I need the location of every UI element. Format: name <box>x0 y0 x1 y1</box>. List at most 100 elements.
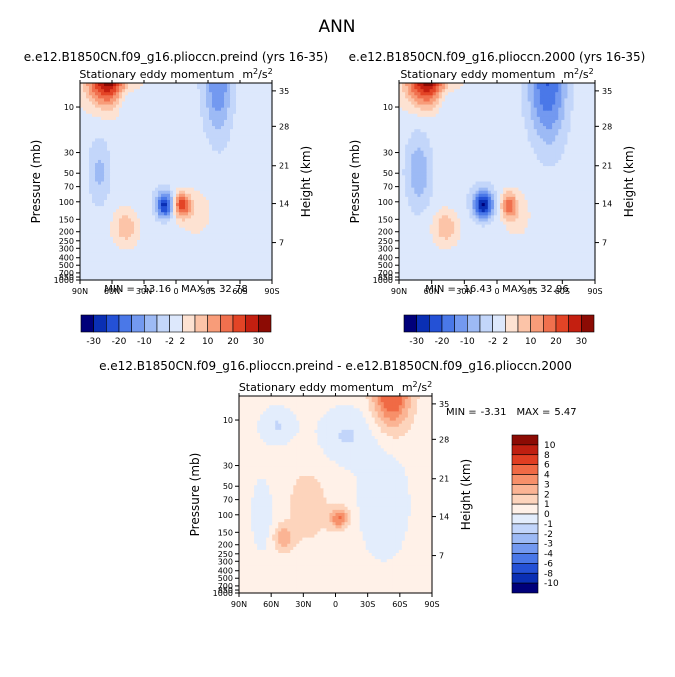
contour-cell <box>221 215 225 220</box>
contour-cell <box>203 224 207 229</box>
contour-cell <box>101 156 105 161</box>
contour-cell <box>248 230 252 235</box>
contour-cell <box>134 227 138 232</box>
contour-cell <box>98 203 102 207</box>
contour-cell <box>164 132 168 136</box>
contour-cell <box>155 86 159 90</box>
contour-cell <box>119 132 123 136</box>
contour-cell <box>251 227 255 232</box>
contour-cell <box>194 89 198 93</box>
contour-cell <box>230 230 234 235</box>
contour-cell <box>149 212 153 216</box>
contour-cell <box>251 203 255 207</box>
contour-cell <box>239 239 243 244</box>
contour-cell <box>86 110 90 115</box>
contour-cell <box>245 107 249 112</box>
contour-cell <box>215 86 219 90</box>
contour-cell <box>128 135 132 140</box>
contour-cell <box>260 126 264 130</box>
contour-cell <box>236 227 240 232</box>
contour-cell <box>83 159 87 164</box>
contour-cell <box>239 218 243 223</box>
contour-cell <box>143 159 147 164</box>
contour-cell <box>155 212 159 216</box>
contour-cell <box>266 132 270 136</box>
contour-cell <box>200 169 204 173</box>
contour-cell <box>137 184 141 189</box>
contour-cell <box>239 113 243 118</box>
contour-cell <box>236 113 240 118</box>
contour-cell <box>260 98 264 103</box>
contour-cell <box>137 203 141 207</box>
contour-cell <box>251 126 255 130</box>
contour-cell <box>104 203 108 207</box>
contour-cell <box>227 135 231 140</box>
contour-cell <box>155 227 159 232</box>
contour-cell <box>101 239 105 244</box>
contour-cell <box>191 159 195 164</box>
contour-cell <box>101 138 105 143</box>
contour-cell <box>185 175 189 180</box>
contour-cell <box>257 92 261 96</box>
contour-cell <box>260 144 264 149</box>
contour-cell <box>107 233 111 238</box>
contour-cell <box>104 101 108 106</box>
contour-cell <box>245 129 249 133</box>
contour-cell <box>173 184 177 189</box>
contour-cell <box>227 184 231 189</box>
contour-cell <box>119 196 123 201</box>
contour-cell <box>83 110 87 115</box>
contour-cell <box>233 135 237 140</box>
contour-cell <box>86 184 90 189</box>
contour-cell <box>140 218 144 223</box>
contour-cell <box>179 153 183 158</box>
contour-cell <box>242 107 246 112</box>
contour-cell <box>203 98 207 103</box>
contour-cell <box>197 184 201 189</box>
contour-cell <box>209 119 213 124</box>
contour-cell <box>236 95 240 99</box>
contour-cell <box>125 110 129 115</box>
contour-cell <box>134 181 138 186</box>
contour-cell <box>254 132 258 136</box>
contour-cell <box>263 206 267 210</box>
contour-cell <box>104 123 108 127</box>
contour-cell <box>83 86 87 90</box>
contour-cell <box>209 141 213 146</box>
contour-cell <box>80 113 84 118</box>
contour-cell <box>152 239 156 244</box>
contour-cell <box>182 159 186 164</box>
contour-cell <box>224 98 228 103</box>
contour-cell <box>245 236 249 241</box>
contour-cell <box>122 227 126 232</box>
contour-cell <box>251 218 255 223</box>
contour-cell <box>197 119 201 124</box>
contour-cell <box>254 193 258 198</box>
contour-cell <box>149 184 153 189</box>
contour-cell <box>173 209 177 213</box>
contour-cell <box>119 199 123 204</box>
contour-cell <box>101 132 105 136</box>
contour-cell <box>116 227 120 232</box>
contour-cell <box>86 83 90 87</box>
contour-cell <box>215 135 219 140</box>
contour-cell <box>239 98 243 103</box>
contour-cell <box>251 230 255 235</box>
contour-cell <box>95 138 99 143</box>
contour-cell <box>149 196 153 201</box>
contour-cell <box>185 159 189 164</box>
contour-cell <box>152 190 156 195</box>
contour-cell <box>149 172 153 176</box>
contour-cell <box>206 83 210 87</box>
contour-cell <box>269 101 273 106</box>
contour-cell <box>188 221 192 226</box>
contour-cell <box>245 175 249 180</box>
contour-cell <box>131 233 135 238</box>
contour-cell <box>137 218 141 223</box>
contour-cell <box>113 209 117 213</box>
contour-cell <box>134 239 138 244</box>
contour-cell <box>92 89 96 93</box>
contour-cell <box>209 203 213 207</box>
contour-cell <box>158 209 162 213</box>
contour-cell <box>203 83 207 87</box>
